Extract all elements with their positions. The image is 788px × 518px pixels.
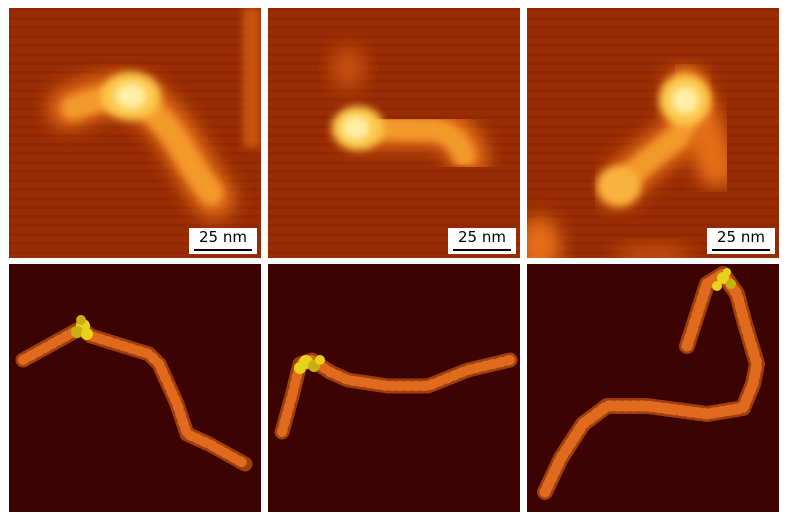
fiber-model-3 <box>527 264 779 512</box>
scale-bar-label: 25 nm <box>717 228 765 246</box>
scale-bar-label: 25 nm <box>458 228 506 246</box>
fiber-model-2-graphic <box>274 352 518 440</box>
scale-bar: 25 nm <box>707 228 775 254</box>
afm-image-1: 25 nm <box>9 8 261 258</box>
afm-image-3-graphic <box>527 8 779 258</box>
scale-bar-line <box>453 249 511 251</box>
scale-bar: 25 nm <box>448 228 516 254</box>
scale-bar-line <box>194 249 252 251</box>
scale-bar-label: 25 nm <box>199 228 247 246</box>
afm-image-1-graphic <box>9 8 261 258</box>
afm-image-3: 25 nm <box>527 8 779 258</box>
fiber-model-3-graphic <box>537 266 765 500</box>
fiber-model-2 <box>268 264 520 512</box>
fiber-model-1-graphic <box>15 315 253 472</box>
scale-bar-line <box>712 249 770 251</box>
afm-image-2-graphic <box>268 8 520 258</box>
afm-image-2: 25 nm <box>268 8 520 258</box>
fiber-model-1 <box>9 264 261 512</box>
scale-bar: 25 nm <box>189 228 257 254</box>
